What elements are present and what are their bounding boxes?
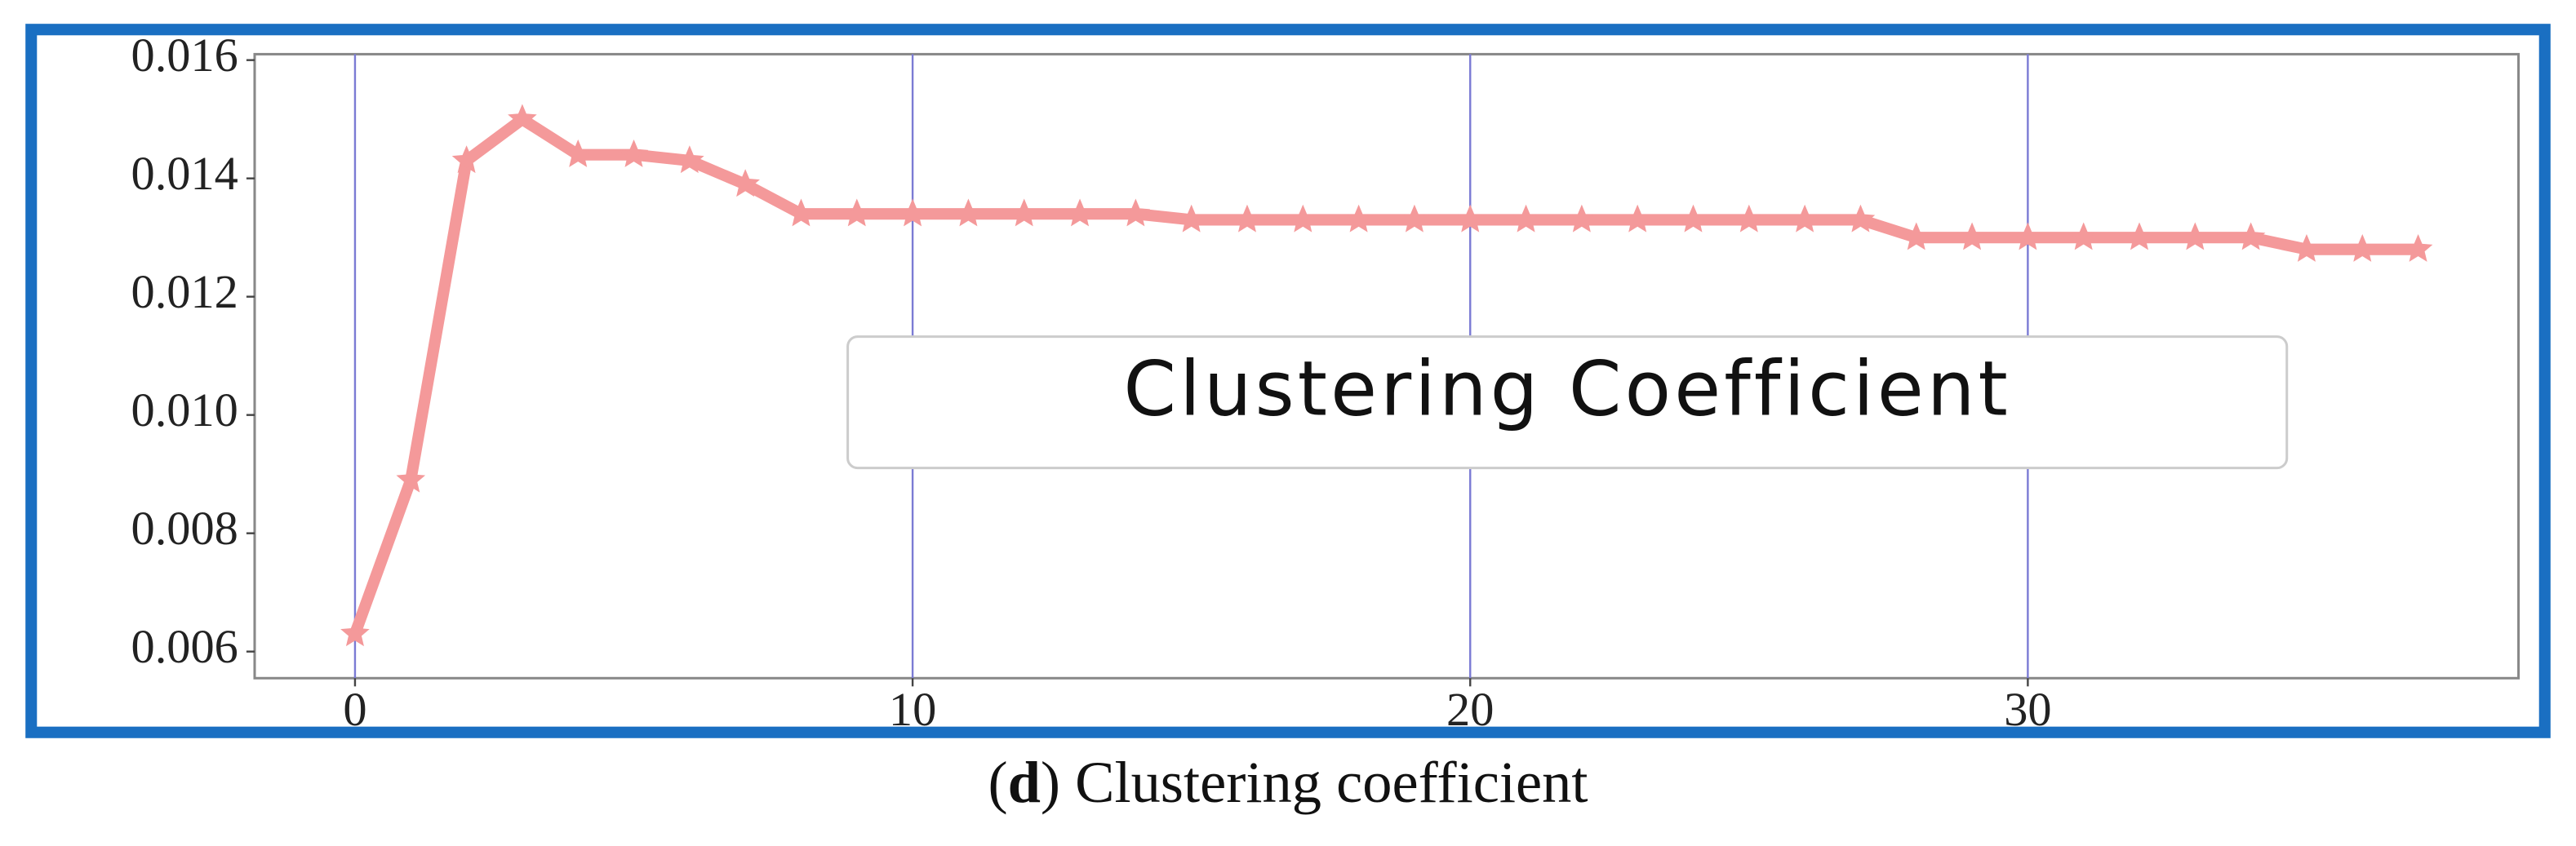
legend-label: Clustering Coefficient bbox=[1123, 344, 2010, 432]
legend-box bbox=[846, 335, 2289, 470]
caption-label: d bbox=[1008, 749, 1041, 815]
point-marker bbox=[2347, 233, 2378, 262]
caption: (d) Clustering coefficient bbox=[988, 749, 1588, 815]
caption-text: ) Clustering coefficient bbox=[1041, 749, 1588, 815]
y-tick-label: 0.014 bbox=[131, 147, 238, 200]
point-marker bbox=[1065, 198, 1095, 227]
point-marker bbox=[1901, 222, 1931, 250]
point-marker bbox=[2180, 222, 2210, 250]
point-marker bbox=[619, 139, 649, 167]
point-marker bbox=[2068, 222, 2099, 250]
point-marker bbox=[731, 169, 760, 197]
point-marker bbox=[2292, 233, 2321, 262]
point-marker bbox=[1009, 198, 1039, 227]
point-marker bbox=[1734, 204, 1764, 233]
y-tick-label: 0.012 bbox=[131, 265, 238, 318]
x-tick-label: 30 bbox=[2004, 683, 2051, 736]
point-marker bbox=[1567, 204, 1597, 233]
point-marker bbox=[340, 618, 370, 647]
x-tick-label: 20 bbox=[1446, 683, 1494, 736]
point-marker bbox=[898, 198, 927, 227]
frame bbox=[25, 24, 2551, 738]
point-marker bbox=[786, 198, 816, 227]
y-tick-label: 0.016 bbox=[131, 29, 238, 82]
y-tick-label: 0.008 bbox=[131, 502, 238, 555]
point-marker bbox=[2236, 222, 2266, 250]
point-marker bbox=[508, 104, 537, 132]
point-marker bbox=[1845, 204, 1876, 233]
point-marker bbox=[675, 145, 704, 174]
point-marker bbox=[451, 145, 482, 174]
series-line bbox=[349, 113, 2424, 640]
point-marker bbox=[2403, 233, 2433, 262]
caption-open: ( bbox=[988, 749, 1007, 815]
point-marker bbox=[842, 198, 872, 227]
point-marker bbox=[396, 464, 426, 493]
point-marker bbox=[1232, 204, 1262, 233]
point-marker bbox=[953, 198, 984, 227]
x-tick-label: 10 bbox=[889, 683, 936, 736]
point-marker bbox=[1623, 204, 1652, 233]
y-tick-label: 0.010 bbox=[131, 383, 238, 436]
point-marker bbox=[2125, 222, 2154, 250]
y-tick-label: 0.006 bbox=[131, 620, 238, 673]
point-marker bbox=[1176, 204, 1206, 233]
point-marker bbox=[2013, 222, 2043, 250]
point-marker bbox=[1957, 222, 1987, 250]
x-tick-label: 0 bbox=[343, 683, 366, 736]
point-marker bbox=[1121, 198, 1151, 227]
legend: Clustering Coefficient bbox=[846, 335, 2289, 470]
point-marker bbox=[1678, 204, 1708, 233]
point-marker bbox=[563, 139, 593, 167]
point-marker bbox=[1455, 204, 1486, 233]
point-marker bbox=[1288, 204, 1318, 233]
point-marker bbox=[1344, 204, 1374, 233]
point-marker bbox=[1790, 204, 1819, 233]
point-marker bbox=[1511, 204, 1541, 233]
point-marker bbox=[1400, 204, 1429, 233]
